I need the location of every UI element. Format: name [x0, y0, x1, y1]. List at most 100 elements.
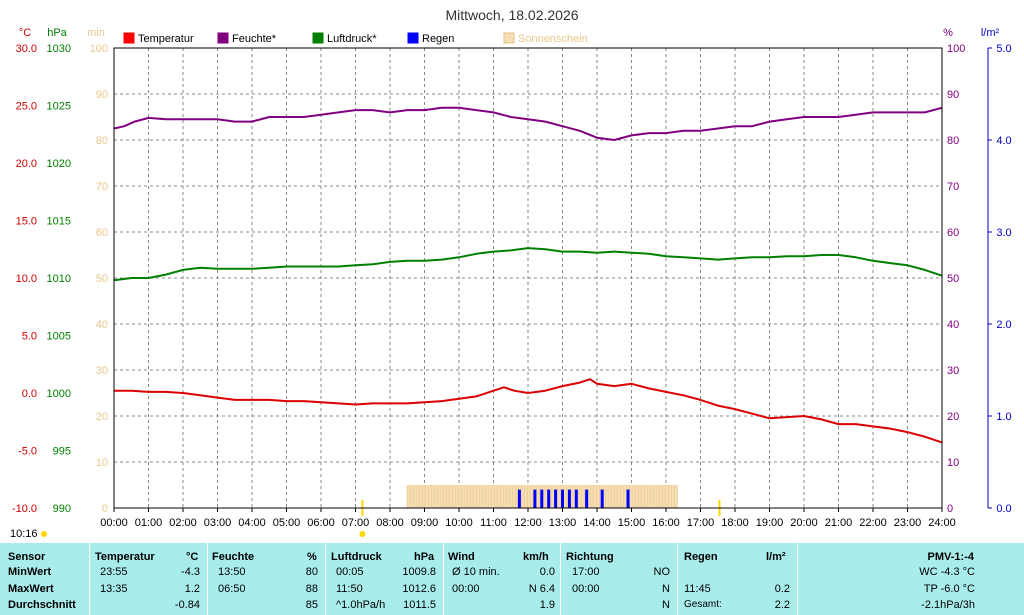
stat-w-val-0: 0.0 [539, 566, 555, 578]
stat-t-val-2: -0.84 [174, 599, 200, 611]
temp-unit-label: °C [19, 27, 31, 39]
stat-t-time-0: 23:55 [100, 566, 128, 578]
rain-tick-1: 4.0 [996, 135, 1011, 147]
legend-label-4: Sonnenschein [518, 33, 588, 45]
legend-swatch-1 [217, 32, 229, 44]
x-tick-17: 17:00 [687, 517, 715, 529]
legend-swatch-4 [503, 32, 515, 44]
header-direction: Richtung [566, 551, 614, 563]
stat-t-time-1: 13:35 [100, 583, 128, 595]
legend-swatch-3 [407, 32, 419, 44]
weather-chart: Mittwoch, 18.02.2026 °C hPa min % l/m² T… [10, 7, 1012, 540]
header-temp-unit: °C [186, 551, 199, 563]
press-tick-5: 1005 [47, 331, 71, 343]
x-tick-8: 08:00 [376, 517, 404, 529]
hum-tick-10: 0 [947, 503, 953, 515]
stat-h-time-1: 06:50 [218, 583, 246, 595]
x-tick-2: 02:00 [169, 517, 197, 529]
frame [113, 47, 943, 509]
stat-p-val-0: 1009.8 [402, 566, 436, 578]
sun-tick-7: 30 [96, 365, 108, 377]
temp-tick-2: 20.0 [16, 158, 37, 170]
stat-h-val-2: 85 [305, 599, 318, 611]
temp-tick-5: 5.0 [22, 331, 37, 343]
header-hum-unit: % [307, 551, 317, 563]
rain-bar-7 [574, 489, 578, 508]
legend-label-1: Feuchte* [232, 33, 277, 45]
legend-swatch-0 [123, 32, 135, 44]
stat-r-time-2: Gesamt: [684, 599, 722, 610]
x-tick-23: 23:00 [894, 517, 922, 529]
header-rain-unit: l/m² [766, 551, 786, 563]
header-press-unit: hPa [414, 551, 435, 563]
temp-tick-3: 15.0 [16, 216, 37, 228]
rain-tick-3: 2.0 [996, 319, 1011, 331]
header-rain: Regen [684, 551, 718, 563]
stat-pmv-2: -2.1hPa/3h [921, 599, 975, 611]
press-tick-4: 1010 [47, 273, 71, 285]
legend-label-2: Luftdruck* [327, 33, 377, 45]
series-line-temperatur [114, 378, 943, 444]
stat-pmv-0: WC -4.3 °C [919, 566, 975, 578]
rain-tick-4: 1.0 [996, 411, 1011, 423]
series-line-feuchte [113, 106, 943, 141]
press-tick-0: 1030 [47, 43, 71, 55]
x-tick-1: 01:00 [135, 517, 163, 529]
x-tick-16: 16:00 [652, 517, 680, 529]
hum-tick-1: 90 [947, 89, 959, 101]
sun-tick-3: 70 [96, 181, 108, 193]
stat-d-val-2: N [662, 599, 670, 611]
sunrise-sun-icon [359, 531, 366, 537]
x-tick-20: 20:00 [790, 517, 818, 529]
x-tick-22: 22:00 [859, 517, 887, 529]
x-tick-19: 19:00 [756, 517, 784, 529]
hum-tick-6: 40 [947, 319, 959, 331]
x-axis-ticks: 00:00 01:00 02:00 03:00 04:00 05:00 06:00 07:00… [100, 500, 956, 537]
sun-tick-2: 80 [96, 135, 108, 147]
sun-tick-8: 20 [96, 411, 108, 423]
rain-bar-8 [585, 489, 589, 508]
sun-tick-4: 60 [96, 227, 108, 239]
rain-bar-9 [600, 489, 604, 508]
stat-p-time-2: ^1.0hPa/h [336, 599, 386, 611]
legend-label-3: Regen [422, 33, 454, 45]
stat-p-val-1: 1012.6 [402, 583, 436, 595]
rain-bar-5 [561, 489, 564, 508]
x-tick-11: 11:00 [480, 517, 507, 529]
x-tick-12: 12:00 [514, 517, 542, 529]
rain-tick-5: 0.0 [996, 503, 1011, 515]
stat-d-val-0: NO [653, 566, 671, 578]
rain-unit-label: l/m² [981, 27, 1000, 39]
header-sensor: Sensor [8, 551, 46, 563]
hum-tick-3: 70 [947, 181, 959, 193]
stat-w-label-0: Ø 10 min. [452, 566, 500, 578]
stat-w-label-1: 00:00 [452, 583, 480, 595]
temp-tick-1: 25.0 [16, 101, 37, 113]
hum-unit-label: % [943, 27, 953, 39]
bars [406, 485, 678, 508]
stat-h-val-1: 88 [305, 583, 318, 595]
statistics-panel: Sensor Temperatur °C Feuchte % Luftdruck… [0, 543, 1024, 615]
axes: 30.025.020.015.010.05.00.0-5.0-10.010301… [12, 43, 1012, 515]
rain-bar-6 [567, 489, 571, 508]
stat-p-val-2: 1011.5 [403, 599, 436, 611]
sun-unit-label: min [87, 27, 105, 39]
legend-label-0: Temperatur [138, 33, 194, 45]
stat-r-val-1: 0.2 [774, 583, 790, 595]
press-tick-8: 990 [53, 503, 71, 515]
header-wind: Wind [448, 551, 475, 563]
x-tick-24: 24:00 [928, 517, 956, 529]
sun-tick-5: 50 [96, 273, 108, 285]
legend: Temperatur Feuchte* Luftdruck* Regen Sonnens… [123, 32, 588, 45]
press-tick-6: 1000 [47, 388, 71, 400]
rain-tick-0: 5.0 [996, 43, 1011, 55]
stat-label-1: MaxWert [8, 583, 54, 595]
sun-tick-0: 100 [90, 43, 108, 55]
press-tick-7: 995 [53, 446, 71, 458]
grid [114, 48, 942, 508]
stat-r-val-2: 2.2 [774, 599, 790, 611]
header-temperature: Temperatur [95, 551, 155, 563]
hum-tick-5: 50 [947, 273, 959, 285]
temp-tick-6: 0.0 [22, 388, 37, 400]
header-wind-unit: km/h [523, 551, 549, 563]
